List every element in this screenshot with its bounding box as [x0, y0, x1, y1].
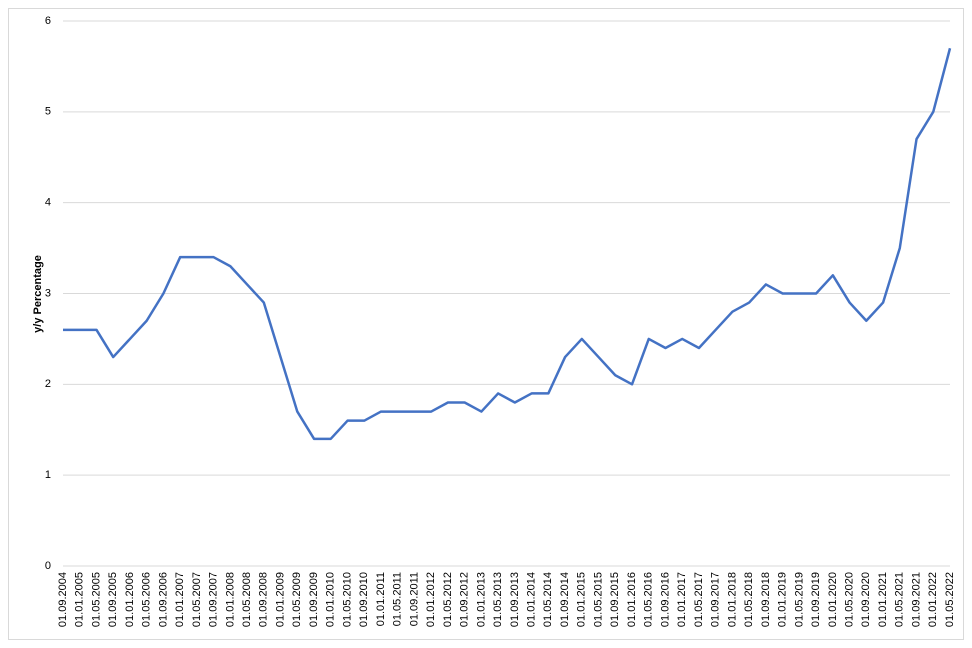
- x-tick-label: 01.09.2006: [157, 572, 169, 627]
- x-tick-label: 01.09.2019: [810, 572, 822, 627]
- x-tick-label: 01.09.2015: [609, 572, 621, 627]
- x-tick-label: 01.09.2016: [659, 572, 671, 627]
- x-tick-label: 01.05.2020: [843, 572, 855, 627]
- y-tick-label: 6: [45, 15, 51, 27]
- x-tick-label: 01.01.2007: [174, 572, 186, 627]
- x-tick-label: 01.01.2021: [877, 572, 889, 627]
- x-tick-label: 01.01.2005: [74, 572, 86, 627]
- x-tick-label: 01.05.2015: [592, 572, 604, 627]
- x-tick-label: 01.01.2017: [676, 572, 688, 627]
- x-tick-label: 01.01.2010: [325, 572, 337, 627]
- y-tick-label: 3: [45, 287, 51, 299]
- x-tick-label: 01.09.2008: [258, 572, 270, 627]
- x-tick-label: 01.01.2022: [927, 572, 939, 627]
- x-tick-label: 01.05.2010: [341, 572, 353, 627]
- x-tick-label: 01.01.2015: [576, 572, 588, 627]
- x-tick-label: 01.09.2011: [408, 572, 420, 626]
- x-tick-label: 01.01.2008: [224, 572, 236, 627]
- y-tick-label: 2: [45, 378, 51, 390]
- x-tick-label: 01.05.2019: [793, 572, 805, 627]
- x-tick-label: 01.05.2022: [944, 572, 956, 627]
- x-tick-label: 01.09.2020: [860, 572, 872, 627]
- x-tick-label: 01.05.2009: [291, 572, 303, 627]
- x-tick-label: 01.01.2020: [827, 572, 839, 627]
- x-tick-label: 01.05.2014: [542, 572, 554, 627]
- x-tick-label: 01.05.2006: [141, 572, 153, 627]
- x-tick-label: 01.09.2013: [509, 572, 521, 627]
- x-tick-label: 01.05.2016: [643, 572, 655, 627]
- x-tick-label: 01.05.2018: [743, 572, 755, 627]
- x-tick-label: 01.09.2012: [459, 572, 471, 627]
- y-tick-label: 4: [45, 197, 51, 209]
- x-tick-label: 01.01.2014: [526, 572, 538, 627]
- x-tick-label: 01.01.2019: [777, 572, 789, 627]
- x-tick-label: 01.09.2017: [710, 572, 722, 627]
- x-tick-label: 01.01.2009: [274, 572, 286, 627]
- x-tick-label: 01.09.2007: [208, 572, 220, 627]
- x-tick-label: 01.05.2007: [191, 572, 203, 627]
- chart-border: [8, 8, 964, 640]
- y-tick-label: 0: [45, 560, 51, 572]
- x-tick-label: 01.05.2008: [241, 572, 253, 627]
- x-tick-label: 01.09.2009: [308, 572, 320, 627]
- x-tick-label: 01.09.2018: [760, 572, 772, 627]
- y-tick-label: 1: [45, 469, 51, 481]
- x-tick-label: 01.01.2016: [626, 572, 638, 627]
- x-tick-label: 01.09.2010: [358, 572, 370, 627]
- x-tick-label: 01.09.2005: [107, 572, 119, 627]
- y-tick-label: 5: [45, 106, 51, 118]
- x-tick-label: 01.01.2018: [726, 572, 738, 627]
- x-tick-label: 01.05.2012: [442, 572, 454, 627]
- x-tick-label: 01.09.2004: [57, 572, 69, 627]
- x-tick-label: 01.01.2013: [475, 572, 487, 627]
- x-tick-label: 01.09.2014: [559, 572, 571, 627]
- x-tick-label: 01.09.2021: [910, 572, 922, 627]
- x-tick-label: 01.01.2011: [375, 572, 387, 626]
- x-tick-label: 01.01.2012: [425, 572, 437, 627]
- x-tick-label: 01.05.2011: [392, 572, 404, 626]
- x-tick-label: 01.05.2021: [894, 572, 906, 627]
- x-tick-label: 01.01.2006: [124, 572, 136, 627]
- line-series: [63, 47, 952, 441]
- x-tick-label: 01.05.2005: [90, 572, 102, 627]
- x-tick-label: 01.05.2017: [693, 572, 705, 627]
- y-axis-label: y/y Percentage: [32, 255, 44, 333]
- x-tick-label: 01.05.2013: [492, 572, 504, 627]
